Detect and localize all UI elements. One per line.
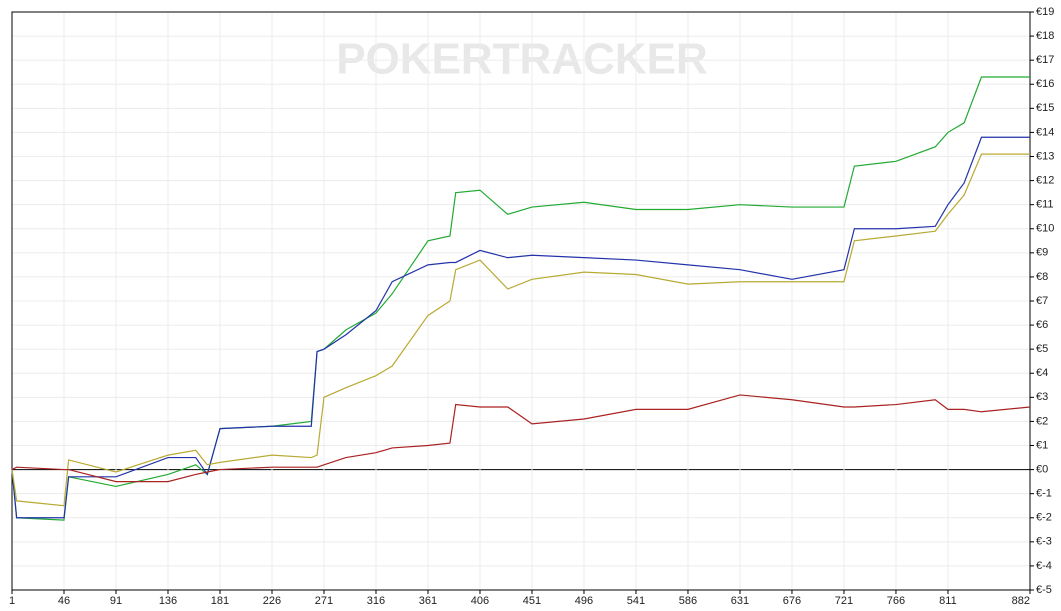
y-tick-label: €16 (1036, 78, 1054, 90)
x-tick-label: 271 (315, 595, 333, 607)
y-tick-label: €11 (1036, 199, 1054, 211)
y-tick-label: €3 (1036, 391, 1048, 403)
x-tick-label: 136 (159, 595, 177, 607)
y-tick-label: €-5 (1036, 584, 1052, 596)
x-tick-label: 361 (419, 595, 437, 607)
y-tick-label: €-3 (1036, 536, 1052, 548)
y-tick-label: €-4 (1036, 560, 1052, 572)
series-line (11, 136, 1030, 519)
y-tick-label: €13 (1036, 150, 1054, 162)
x-tick-label: 226 (263, 595, 281, 607)
x-tick-label: 406 (471, 595, 489, 607)
x-tick-label: 1 (9, 595, 15, 607)
y-tick-label: €0 (1036, 463, 1048, 475)
y-tick-label: €18 (1036, 30, 1054, 42)
y-tick-label: €17 (1036, 54, 1054, 66)
x-tick-label: 496 (575, 595, 593, 607)
y-tick-label: €2 (1036, 415, 1048, 427)
series-line (11, 394, 1031, 483)
y-tick-label: €6 (1036, 319, 1048, 331)
x-tick-label: 91 (110, 595, 122, 607)
x-tick-label: 46 (58, 595, 70, 607)
x-tick-label: 811 (939, 595, 957, 607)
plot-frame (11, 11, 1031, 591)
y-tick-label: €4 (1036, 367, 1048, 379)
x-tick-label: 316 (367, 595, 385, 607)
y-tick-label: €5 (1036, 343, 1048, 355)
y-tick-label: €10 (1036, 223, 1054, 235)
x-tick-label: 631 (731, 595, 749, 607)
x-tick-label: 541 (627, 595, 645, 607)
watermark: POKERTRACKER (336, 35, 708, 84)
x-tick-label: 721 (835, 595, 853, 607)
y-tick-label: €-1 (1036, 488, 1052, 500)
x-tick-label: 451 (523, 595, 541, 607)
x-tick-label: 586 (679, 595, 697, 607)
x-tick-label: 181 (211, 595, 229, 607)
y-tick-label: €9 (1036, 247, 1048, 259)
y-tick-label: €-2 (1036, 512, 1052, 524)
y-tick-label: €8 (1036, 271, 1048, 283)
x-tick-label: 882 (1012, 595, 1030, 607)
x-tick-label: 676 (783, 595, 801, 607)
y-tick-label: €19 (1036, 6, 1054, 18)
y-tick-label: €1 (1036, 439, 1048, 451)
y-tick-label: €14 (1036, 126, 1054, 138)
y-tick-label: €7 (1036, 295, 1048, 307)
series-line (11, 76, 1030, 521)
series-line (11, 153, 1030, 507)
y-tick-label: €15 (1036, 102, 1054, 114)
x-tick-label: 766 (887, 595, 905, 607)
y-tick-label: €12 (1036, 174, 1054, 186)
